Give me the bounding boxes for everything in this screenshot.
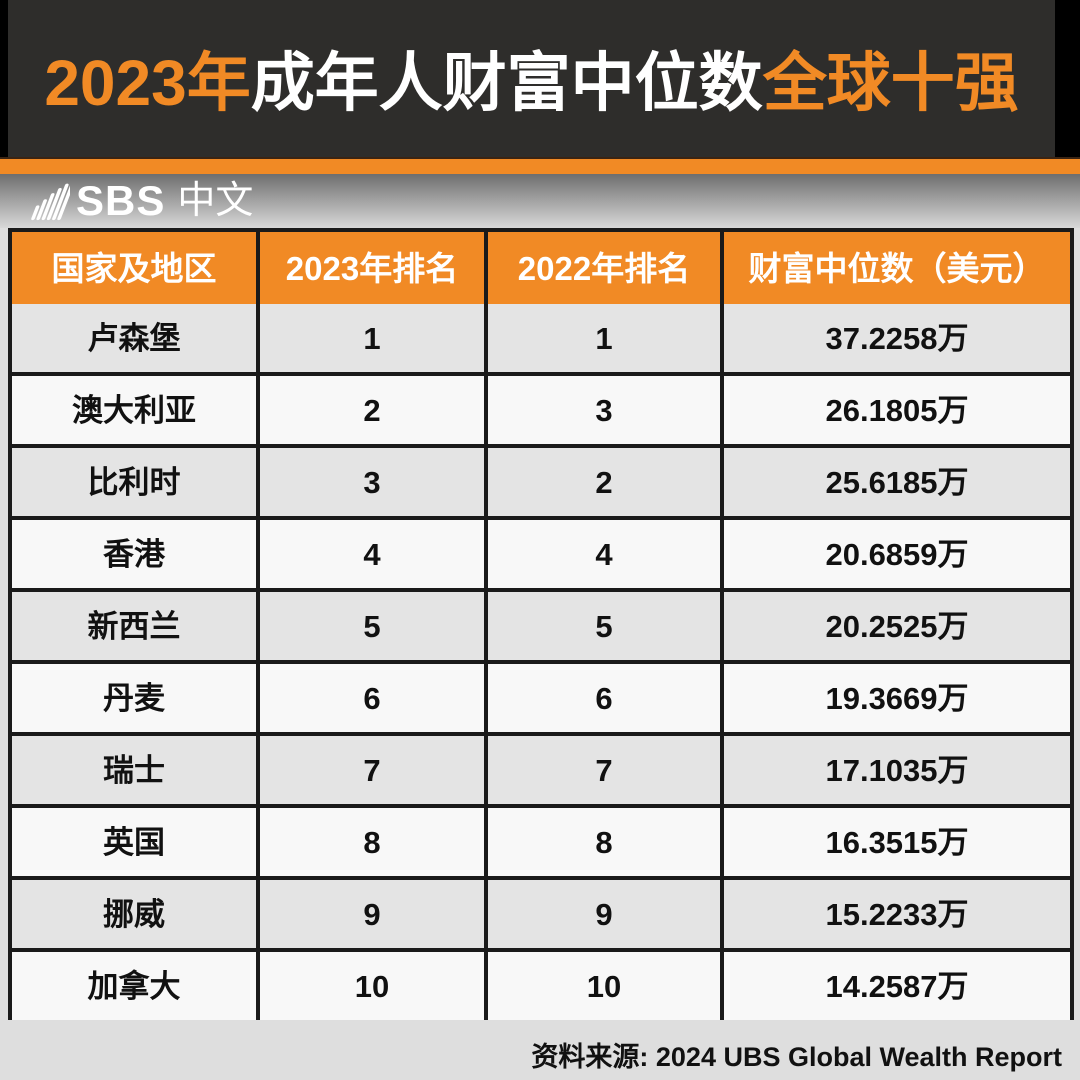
wealth-cell: 20.6859万 (724, 520, 1070, 588)
sbs-mercury-icon (31, 180, 70, 221)
page-title: 2023年成年人财富中位数全球十强 (44, 51, 1018, 115)
rank-2023-cell: 6 (260, 664, 484, 732)
rank-2023-cell: 3 (260, 448, 484, 516)
title-main: 成年人财富中位数 (250, 46, 763, 119)
rank-2022-cell: 3 (488, 376, 720, 444)
wealth-cell: 16.3515万 (724, 808, 1070, 876)
country-cell: 新西兰 (12, 592, 256, 660)
country-cell: 加拿大 (12, 952, 256, 1020)
footer: 资料来源: 2024 UBS Global Wealth Report (0, 1028, 1080, 1080)
wealth-cell: 37.2258万 (724, 304, 1070, 372)
sbs-logo-lang: 中文 (177, 180, 254, 222)
sbs-logo: SBS 中文 (30, 178, 253, 224)
table-area: 国家及地区 2023年排名 2022年排名 财富中位数（美元） 卢森堡 1 1 … (0, 228, 1080, 1028)
rank-2022-cell: 2 (488, 448, 720, 516)
rank-2023-cell: 2 (260, 376, 484, 444)
country-cell: 澳大利亚 (12, 376, 256, 444)
wealth-cell: 15.2233万 (724, 880, 1070, 948)
country-cell: 香港 (12, 520, 256, 588)
rank-2022-cell: 4 (488, 520, 720, 588)
rank-2023-cell: 9 (260, 880, 484, 948)
sbs-logo-text: SBS (76, 177, 166, 224)
rank-2022-cell: 10 (488, 952, 720, 1020)
country-cell: 英国 (12, 808, 256, 876)
wealth-cell: 17.1035万 (724, 736, 1070, 804)
rank-2023-cell: 4 (260, 520, 484, 588)
wealth-cell: 25.6185万 (724, 448, 1070, 516)
rank-2022-cell: 9 (488, 880, 720, 948)
wealth-cell: 26.1805万 (724, 376, 1070, 444)
rank-2023-cell: 1 (260, 304, 484, 372)
country-cell: 丹麦 (12, 664, 256, 732)
rank-2022-cell: 6 (488, 664, 720, 732)
col-header-country: 国家及地区 (12, 232, 256, 304)
country-cell: 比利时 (12, 448, 256, 516)
title-bar: 2023年成年人财富中位数全球十强 (0, 0, 1080, 157)
rank-2022-cell: 1 (488, 304, 720, 372)
col-header-wealth: 财富中位数（美元） (724, 232, 1070, 304)
wealth-cell: 20.2525万 (724, 592, 1070, 660)
wealth-cell: 19.3669万 (724, 664, 1070, 732)
source-text: 资料来源: 2024 UBS Global Wealth Report (531, 1041, 1062, 1072)
rank-2023-cell: 10 (260, 952, 484, 1020)
col-header-rank-2022: 2022年排名 (488, 232, 720, 304)
col-header-rank-2023: 2023年排名 (260, 232, 484, 304)
rank-2023-cell: 8 (260, 808, 484, 876)
country-cell: 挪威 (12, 880, 256, 948)
title-year: 2023年 (44, 46, 251, 119)
title-suffix: 全球十强 (762, 46, 1019, 119)
rank-2022-cell: 8 (488, 808, 720, 876)
wealth-cell: 14.2587万 (724, 952, 1070, 1020)
divider-strip (0, 157, 1080, 174)
rank-2022-cell: 5 (488, 592, 720, 660)
wealth-table: 国家及地区 2023年排名 2022年排名 财富中位数（美元） 卢森堡 1 1 … (8, 228, 1074, 1020)
rank-2023-cell: 7 (260, 736, 484, 804)
rank-2022-cell: 7 (488, 736, 720, 804)
title-panel: 2023年成年人财富中位数全球十强 (8, 0, 1055, 157)
rank-2023-cell: 5 (260, 592, 484, 660)
country-cell: 瑞士 (12, 736, 256, 804)
country-cell: 卢森堡 (12, 304, 256, 372)
brand-band: SBS 中文 (0, 174, 1080, 228)
